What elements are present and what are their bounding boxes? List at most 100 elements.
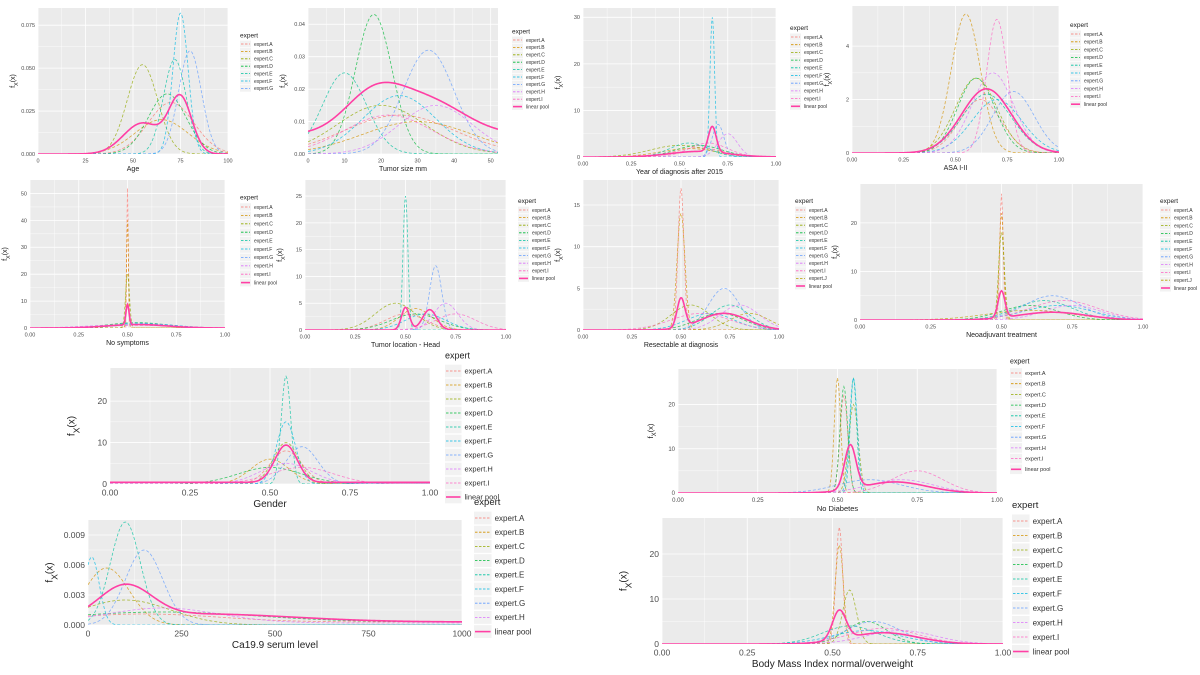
legend-label: linear pool (1174, 286, 1197, 292)
series-line-expert-g (110, 446, 430, 484)
chart-7: 0.00 0.25 0.50 0.75 1.00 0 5 10 15 Resectable at … (555, 180, 832, 349)
chart-1: 0 25 50 75 100 0.000 0.025 0.050 0.075 Age fX(x) ex… (10, 8, 273, 173)
x-tick-label: 0.50 (400, 335, 411, 341)
legend-label: expert.A (526, 38, 545, 44)
y-axis-label: fX(x) (2, 247, 12, 261)
legend-item: expert.B (1010, 378, 1046, 389)
legend-label: expert.A (495, 514, 525, 523)
legend-label: expert.F (254, 247, 272, 253)
x-tick-label: 1.00 (774, 335, 785, 341)
legend-key-bg (445, 434, 462, 448)
x-tick-label: 30 (415, 159, 421, 165)
x-tick-label: 0.00 (672, 498, 684, 504)
legend-item: expert.E (512, 66, 545, 73)
legend-item: expert.H (795, 259, 828, 267)
y-tick-label: 4 (846, 44, 849, 50)
legend: expertexpert.Aexpert.Bexpert.Cexpert.Dex… (795, 198, 832, 290)
legend-label: linear pool (465, 493, 500, 502)
y-tick-label: 30 (574, 15, 580, 21)
linear-pool-line (678, 443, 997, 493)
x-tick-label: 100 (223, 159, 232, 165)
legend-label: expert.A (1084, 32, 1103, 38)
legend: expertexpert.Aexpert.Bexpert.Cexpert.Dex… (474, 497, 532, 638)
series-line-expert-e (852, 93, 1059, 153)
legend-label: expert.G (804, 81, 823, 87)
legend-label: expert.G (1025, 435, 1046, 441)
legend-label: expert.I (465, 479, 490, 488)
legend-label: expert.D (1033, 560, 1063, 569)
legend-item: expert.C (240, 220, 273, 228)
legend-item: expert.I (512, 95, 543, 103)
y-tick-label: 20 (574, 62, 580, 68)
legend-key-bg (474, 596, 492, 610)
legend-item: expert.I (1160, 268, 1191, 276)
x-tick-label: 0 (306, 159, 309, 165)
y-axis-label: fX(x) (618, 571, 633, 591)
series-line-expert-e (583, 304, 779, 330)
legend-item: expert.A (1010, 368, 1046, 378)
legend-label: expert.I (1033, 633, 1060, 642)
legend-label: expert.D (465, 409, 494, 418)
series-line-expert-b (860, 213, 1143, 320)
legend-item: expert.C (1070, 46, 1103, 53)
y-axis-label: fX(x) (555, 248, 565, 262)
legend-item: expert.A (1012, 514, 1063, 528)
y-tick-label: 0 (299, 328, 302, 334)
series-line-expert-b (110, 458, 430, 484)
x-axis-label: Gender (253, 499, 287, 510)
legend-label: expert.I (1025, 457, 1044, 463)
legend-label: expert.D (1174, 231, 1193, 237)
x-tick-label: 0.25 (350, 335, 361, 341)
legend-label: linear pool (804, 104, 827, 110)
legend-item: linear pool (1012, 644, 1070, 659)
legend-label: expert.C (1174, 223, 1193, 229)
legend-item: expert.I (518, 267, 549, 275)
legend-item: linear pool (790, 102, 827, 110)
legend-item: expert.G (240, 253, 273, 262)
legend-key-bg (445, 406, 462, 420)
legend-label: expert.E (254, 71, 273, 77)
y-tick-label: 20 (668, 403, 675, 409)
series-line-expert-e (305, 196, 506, 330)
legend-label: expert.D (804, 58, 823, 64)
legend-item: expert.H (474, 611, 525, 624)
series-line-expert-c (860, 232, 1143, 320)
series-line-expert-f (308, 95, 498, 153)
legend-label: expert.F (254, 79, 272, 85)
legend-item: expert.I (240, 270, 271, 278)
x-tick-label: 0.75 (911, 498, 923, 504)
legend-label: expert.B (254, 49, 273, 55)
x-tick-label: 0.25 (752, 498, 764, 504)
y-tick-label: 5 (577, 286, 580, 292)
legend-key-bg (1012, 572, 1030, 586)
series-line-expert-b (308, 121, 498, 151)
legend-key-bg (445, 448, 462, 462)
legend-item: expert.E (445, 420, 492, 434)
legend-key-bg (1012, 543, 1030, 557)
legend-item: expert.F (240, 245, 272, 253)
x-tick-label: 1.00 (422, 488, 439, 498)
y-tick-label: 0.000 (64, 620, 86, 630)
legend-item: expert.I (1012, 630, 1060, 644)
legend-label: expert.G (1084, 79, 1103, 85)
legend-item: expert.G (790, 79, 823, 87)
x-axis-label: Tumor size mm (379, 166, 427, 173)
legend: expertexpert.Aexpert.Bexpert.Cexpert.Dex… (240, 32, 273, 92)
legend-item: expert.F (512, 73, 544, 81)
legend-item: expert.G (795, 252, 828, 259)
legend-label: linear pool (532, 276, 555, 282)
legend-label: expert.E (804, 66, 823, 72)
legend-item: expert.B (518, 214, 551, 221)
legend-label: linear pool (809, 284, 832, 290)
legend-label: expert.E (1025, 414, 1046, 420)
legend-label: expert.B (1084, 40, 1103, 46)
legend-label: expert.J (809, 276, 827, 282)
legend-label: expert.D (495, 556, 525, 565)
legend-label: expert.I (809, 269, 826, 275)
legend-item: expert.C (240, 55, 273, 63)
y-tick-label: 2 (846, 97, 849, 103)
legend-item: expert.I (790, 95, 821, 102)
legend-item: expert.E (518, 236, 551, 244)
legend-label: expert.F (1025, 424, 1046, 430)
